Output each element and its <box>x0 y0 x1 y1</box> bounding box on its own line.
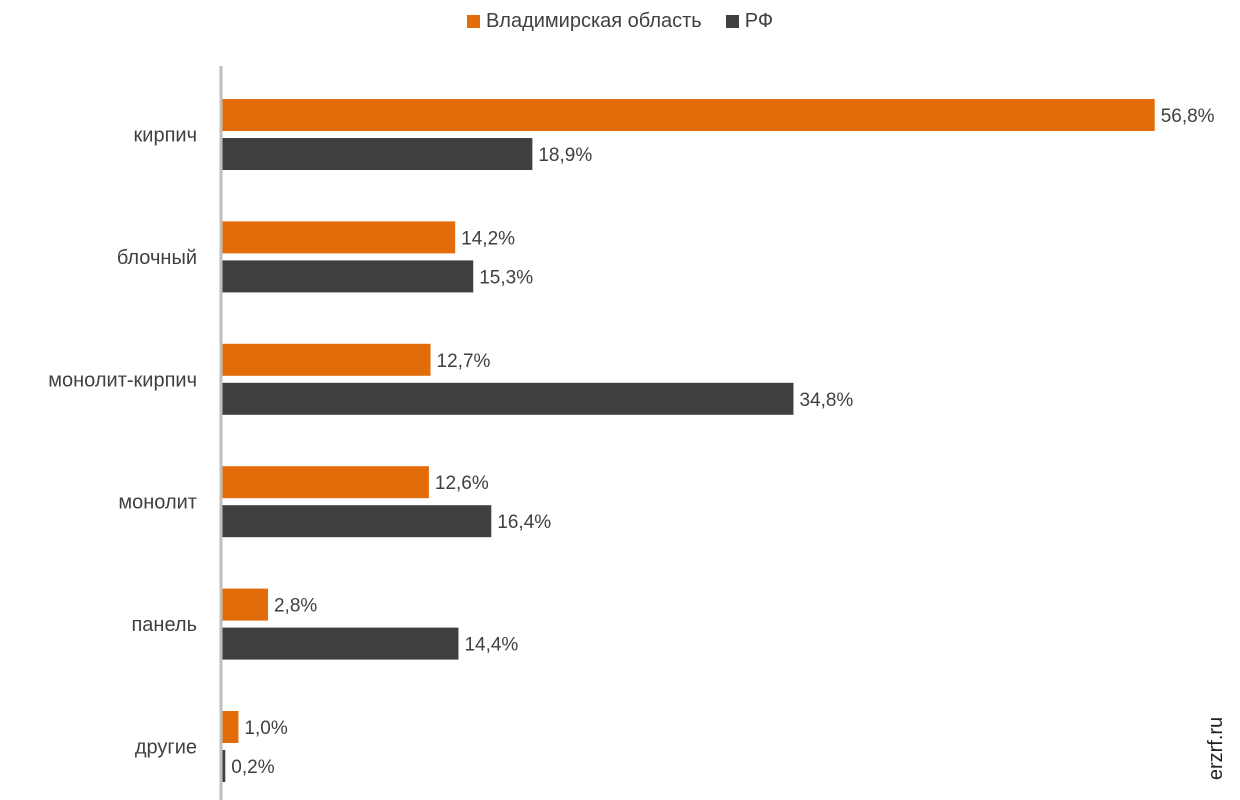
data-label-vladimir: 2,8% <box>274 596 317 617</box>
category-label: кирпич <box>134 125 197 147</box>
category-label: другие <box>135 737 197 759</box>
bar-rf <box>222 750 226 782</box>
data-label-rf: 34,8% <box>799 390 853 411</box>
legend-item-vladimir: Владимирская область <box>466 10 702 33</box>
chart-legend: Владимирская область РФ <box>0 10 1240 33</box>
legend-swatch-vladimir <box>466 15 480 28</box>
bar-rf <box>222 627 459 660</box>
legend-label-vladimir: Владимирская область <box>485 10 702 32</box>
bar-rf <box>222 138 533 170</box>
bar-vladimir <box>222 99 1155 131</box>
category-label: панель <box>131 614 197 636</box>
data-label-rf: 18,9% <box>538 145 592 166</box>
data-label-vladimir: 14,2% <box>461 228 515 249</box>
data-label-vladimir: 56,8% <box>1161 106 1215 127</box>
category-label: монолит-кирпич <box>48 369 197 391</box>
bar-rf <box>222 382 794 415</box>
data-label-rf: 16,4% <box>497 512 551 533</box>
bar-vladimir <box>222 466 429 499</box>
data-label-rf: 15,3% <box>479 267 533 288</box>
bar-rf <box>222 260 474 293</box>
data-label-vladimir: 12,6% <box>435 473 489 494</box>
legend-swatch-rf <box>725 15 739 28</box>
legend-item-rf: РФ <box>725 10 774 33</box>
bar-vladimir <box>222 221 456 254</box>
bar-vladimir <box>222 588 268 621</box>
bar-vladimir <box>222 711 239 743</box>
data-label-vladimir: 12,7% <box>437 351 491 372</box>
category-label: монолит <box>118 492 197 514</box>
watermark: erzrf.ru <box>1204 716 1227 781</box>
bar-rf <box>222 505 492 538</box>
data-label-rf: 14,4% <box>464 635 518 656</box>
data-label-vladimir: 1,0% <box>244 718 287 739</box>
category-label: блочный <box>117 247 197 269</box>
data-label-rf: 0,2% <box>231 757 274 778</box>
legend-label-rf: РФ <box>744 10 774 32</box>
bar-vladimir <box>222 343 431 376</box>
bars-group: кирпич 56,8% 18,9% блочный 14,2% 15,3% монолит… <box>48 99 1215 782</box>
